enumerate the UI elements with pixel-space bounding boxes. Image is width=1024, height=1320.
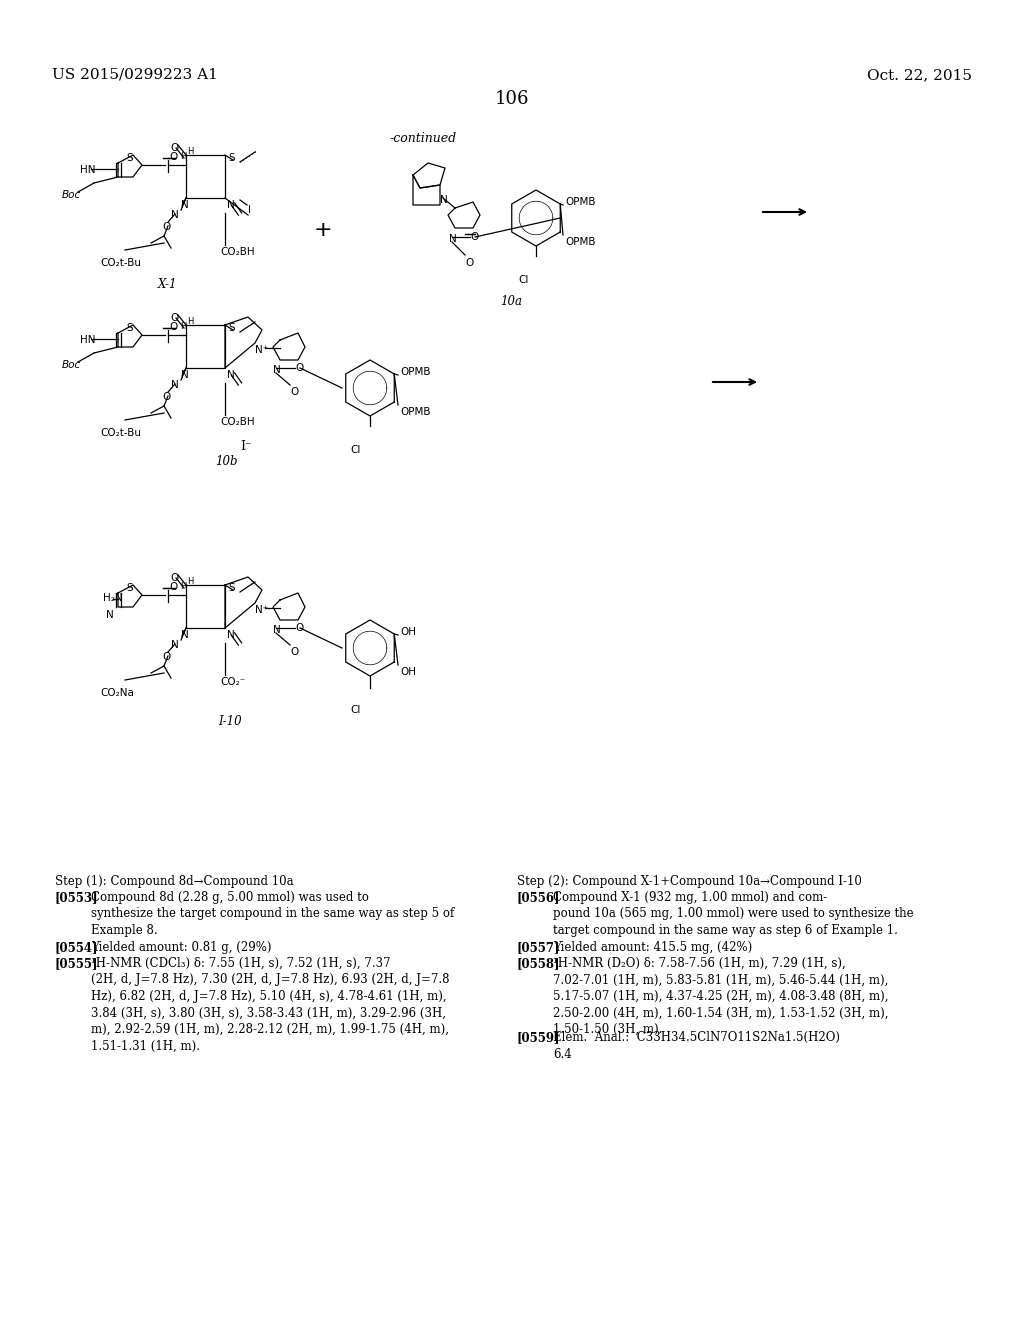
- Text: Yielded amount: 0.81 g, (29%): Yielded amount: 0.81 g, (29%): [91, 941, 271, 954]
- Text: S: S: [126, 323, 133, 333]
- Text: [0553]: [0553]: [55, 891, 98, 904]
- Text: N: N: [449, 234, 457, 244]
- Text: O: O: [169, 322, 177, 333]
- Text: N: N: [181, 630, 188, 640]
- Text: [0558]: [0558]: [517, 957, 560, 970]
- Text: Compound 8d (2.28 g, 5.00 mmol) was used to
synthesize the target compound in th: Compound 8d (2.28 g, 5.00 mmol) was used…: [91, 891, 455, 937]
- Text: 106: 106: [495, 90, 529, 108]
- Text: H₂N: H₂N: [103, 593, 123, 603]
- Text: 10a: 10a: [500, 294, 522, 308]
- Text: CO₂BH: CO₂BH: [220, 247, 255, 257]
- Text: O: O: [295, 363, 303, 374]
- Text: O: O: [169, 582, 177, 591]
- Text: Step (2): Compound X-1+Compound 10a→Compound I-10: Step (2): Compound X-1+Compound 10a→Comp…: [517, 875, 862, 888]
- Text: CO₂t-Bu: CO₂t-Bu: [100, 257, 141, 268]
- Text: [0557]: [0557]: [517, 941, 560, 954]
- Text: N: N: [227, 630, 234, 640]
- Text: N: N: [171, 380, 179, 389]
- Text: Cl: Cl: [350, 445, 360, 455]
- Text: N: N: [273, 366, 281, 375]
- Text: H: H: [187, 147, 194, 156]
- Text: H: H: [187, 317, 194, 326]
- Text: O: O: [169, 152, 177, 162]
- Text: CO₂⁻: CO₂⁻: [220, 677, 246, 686]
- Text: OPMB: OPMB: [565, 197, 596, 207]
- Text: OPMB: OPMB: [400, 407, 430, 417]
- Text: ¹H-NMR (CDCl₃) δ: 7.55 (1H, s), 7.52 (1H, s), 7.37
(2H, d, J=7.8 Hz), 7.30 (2H, : ¹H-NMR (CDCl₃) δ: 7.55 (1H, s), 7.52 (1H…: [91, 957, 450, 1052]
- Text: Oct. 22, 2015: Oct. 22, 2015: [867, 69, 972, 82]
- Text: I⁻: I⁻: [240, 440, 252, 453]
- Text: I-10: I-10: [218, 715, 242, 729]
- Text: S: S: [126, 153, 133, 162]
- Text: N: N: [227, 370, 234, 380]
- Text: X-1: X-1: [158, 279, 177, 290]
- Text: ¹H-NMR (D₂O) δ: 7.58-7.56 (1H, m), 7.29 (1H, s),
7.02-7.01 (1H, m), 5.83-5.81 (1: ¹H-NMR (D₂O) δ: 7.58-7.56 (1H, m), 7.29 …: [553, 957, 889, 1036]
- Text: CO₂BH: CO₂BH: [220, 417, 255, 426]
- Text: Elem.  Anal.:  C33H34.5ClN7O11S2Na1.5(H2O)
6.4: Elem. Anal.: C33H34.5ClN7O11S2Na1.5(H2O)…: [553, 1031, 840, 1060]
- Text: N: N: [106, 610, 114, 620]
- Text: H: H: [180, 152, 186, 161]
- Text: [0554]: [0554]: [55, 941, 98, 954]
- Text: N: N: [440, 195, 447, 205]
- Text: N: N: [171, 640, 179, 649]
- Text: Boc: Boc: [62, 190, 81, 201]
- Text: O: O: [162, 392, 170, 403]
- Text: Compound X-1 (932 mg, 1.00 mmol) and com-
pound 10a (565 mg, 1.00 mmol) were use: Compound X-1 (932 mg, 1.00 mmol) and com…: [553, 891, 913, 937]
- Text: CO₂t-Bu: CO₂t-Bu: [100, 428, 141, 438]
- Text: [0559]: [0559]: [517, 1031, 560, 1044]
- Text: [0555]: [0555]: [55, 957, 98, 970]
- Text: N: N: [171, 210, 179, 220]
- Text: O: O: [162, 652, 170, 663]
- Text: HN: HN: [80, 165, 95, 176]
- Text: I: I: [248, 205, 251, 215]
- Text: S: S: [228, 153, 234, 162]
- Text: US 2015/0299223 A1: US 2015/0299223 A1: [52, 69, 218, 82]
- Text: O: O: [170, 573, 178, 583]
- Text: N: N: [227, 201, 234, 210]
- Text: S: S: [126, 583, 133, 593]
- Text: OPMB: OPMB: [565, 238, 596, 247]
- Text: Boc: Boc: [62, 360, 81, 370]
- Text: N: N: [181, 370, 188, 380]
- Text: O: O: [290, 647, 298, 657]
- Text: N: N: [181, 201, 188, 210]
- Text: O: O: [465, 257, 473, 268]
- Text: -continued: -continued: [390, 132, 457, 145]
- Text: Step (1): Compound 8d→Compound 10a: Step (1): Compound 8d→Compound 10a: [55, 875, 294, 888]
- Text: H: H: [180, 322, 186, 331]
- Text: HN: HN: [80, 335, 95, 345]
- Text: H: H: [180, 582, 186, 591]
- Text: Cl: Cl: [350, 705, 360, 715]
- Text: OPMB: OPMB: [400, 367, 430, 378]
- Text: +: +: [313, 220, 333, 240]
- Text: N⁺: N⁺: [255, 345, 268, 355]
- Text: S: S: [228, 323, 234, 333]
- Text: O: O: [290, 387, 298, 397]
- Text: N⁺: N⁺: [255, 605, 268, 615]
- Text: [0556]: [0556]: [517, 891, 560, 904]
- Text: N: N: [273, 624, 281, 635]
- Text: O: O: [170, 313, 178, 323]
- Text: O: O: [295, 623, 303, 634]
- Text: OH: OH: [400, 627, 416, 638]
- Text: Yielded amount: 415.5 mg, (42%): Yielded amount: 415.5 mg, (42%): [553, 941, 753, 954]
- Text: H: H: [187, 577, 194, 586]
- Text: Cl: Cl: [518, 275, 528, 285]
- Text: OH: OH: [400, 667, 416, 677]
- Text: 10b: 10b: [215, 455, 238, 469]
- Text: O: O: [470, 232, 478, 242]
- Text: CO₂Na: CO₂Na: [100, 688, 134, 698]
- Text: O: O: [170, 143, 178, 153]
- Text: O: O: [162, 222, 170, 232]
- Text: S: S: [228, 583, 234, 593]
